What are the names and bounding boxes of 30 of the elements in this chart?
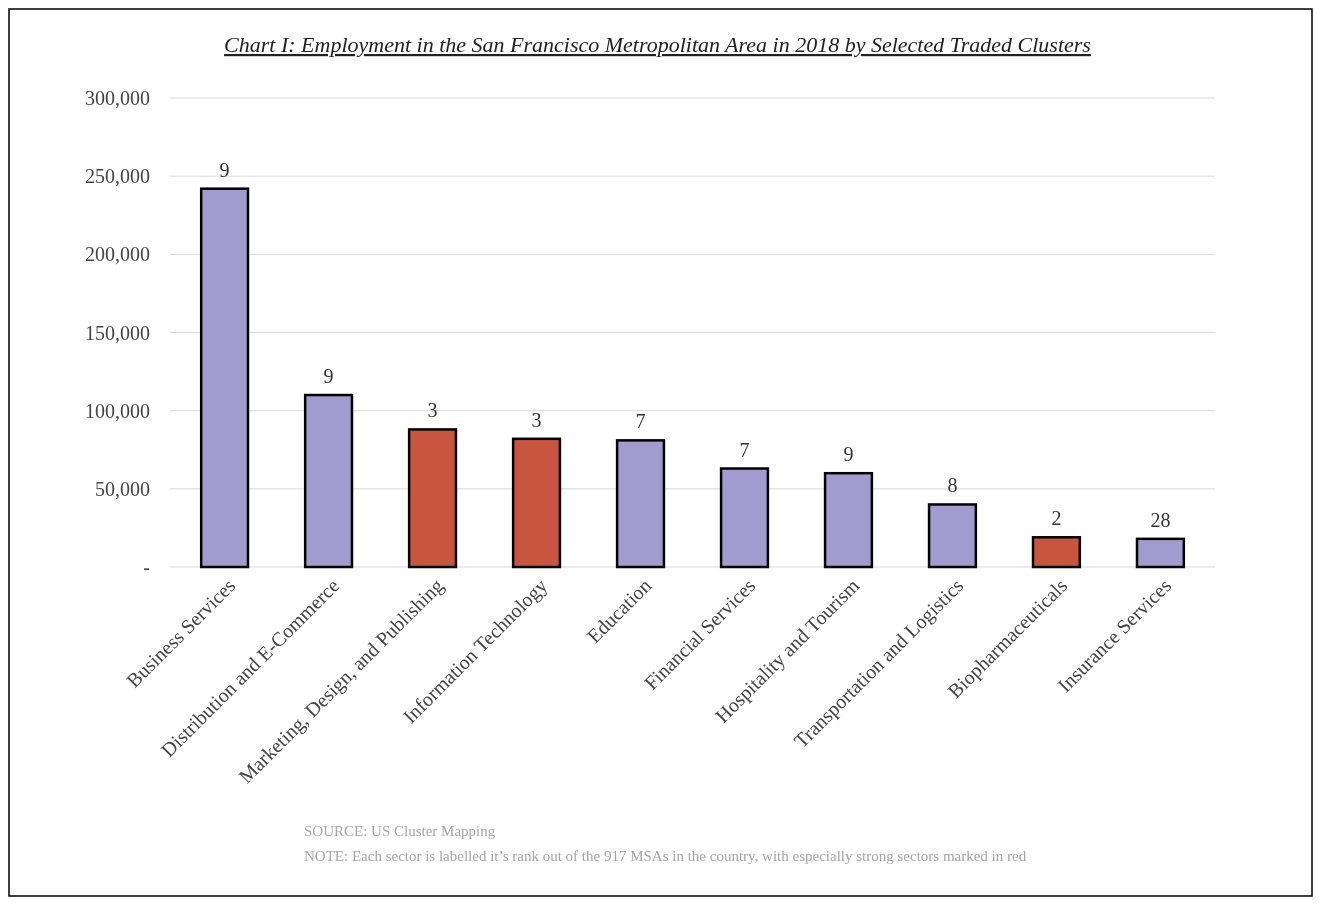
bar	[927, 503, 978, 569]
bar	[1031, 536, 1082, 569]
y-tick-label: 250,000	[85, 165, 150, 188]
y-tick-label: 50,000	[95, 477, 150, 500]
annotation: 9	[323, 365, 334, 388]
chart-title: Chart I: Employment in the San Francisco Metropolitan Area in 2018 by Selected Traded Clusters	[224, 32, 1091, 57]
bar	[719, 467, 770, 569]
bar	[303, 393, 354, 569]
y-tick-label: -	[143, 556, 150, 578]
bar	[1135, 537, 1186, 569]
annotation: 28	[1150, 508, 1171, 531]
bar	[199, 187, 250, 569]
annotation: 9	[843, 443, 854, 466]
bar	[615, 439, 666, 569]
text: NOTE: Each sector is labelled it’s rank out of the 917 MSAs in the country, with especially strong sectors marked in red	[304, 848, 1027, 864]
y-tick-label: 200,000	[85, 243, 150, 266]
annotation: 9	[219, 158, 230, 181]
annotation: 3	[427, 399, 438, 422]
bar	[407, 428, 458, 569]
bar	[511, 437, 562, 569]
y-tick-label: 150,000	[85, 321, 150, 344]
annotation: 7	[739, 438, 750, 461]
annotation: 7	[635, 410, 646, 433]
bar	[823, 471, 874, 569]
y-tick-label: 300,000	[85, 87, 150, 109]
annotation: 3	[531, 408, 542, 431]
y-tick-label: 100,000	[85, 399, 150, 422]
annotation: 2	[1051, 507, 1062, 530]
source-note: SOURCE: US Cluster Mapping	[304, 823, 496, 839]
annotation: 8	[947, 474, 958, 497]
